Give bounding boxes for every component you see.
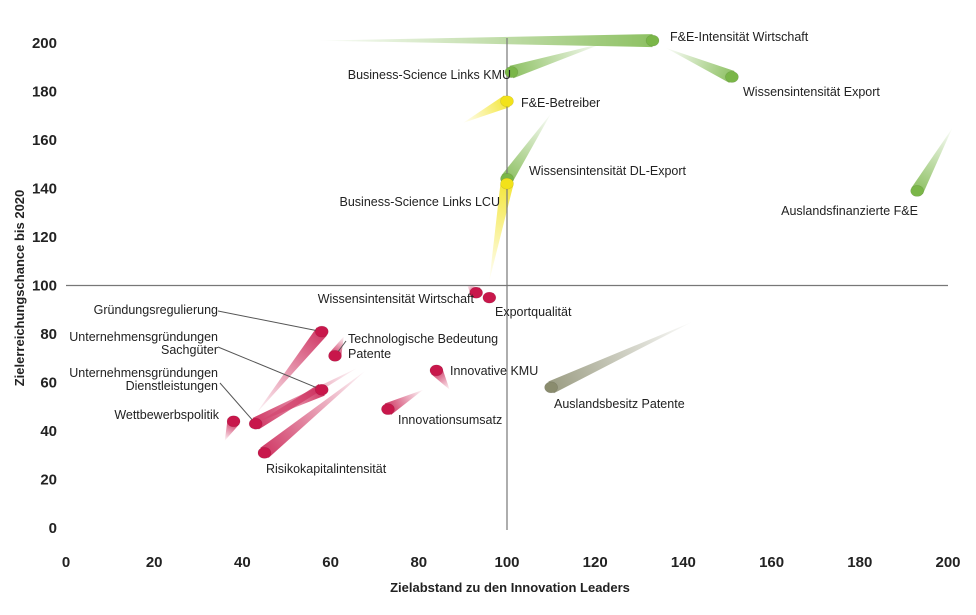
point-unternehmensgrundungen-dienstleistungen <box>248 417 263 430</box>
y-tick-label: 160 <box>32 132 57 149</box>
point-label-unternehmensgruendungen-sg: Unternehmensgründungen <box>69 330 218 344</box>
y-tick-label: 120 <box>32 229 57 246</box>
point-auslandsfinanzierte-f-e <box>910 185 924 197</box>
x-tick-label: 20 <box>146 554 163 571</box>
y-tick-label: 80 <box>40 326 57 343</box>
point-label-auslandsfinanzierte-fe: Auslandsfinanzierte F&E <box>781 204 918 218</box>
point-label-innovative-kmu: Innovative KMU <box>450 364 538 378</box>
label-connector <box>219 382 257 425</box>
trail-wissensintensitat-export <box>665 47 735 83</box>
point-label-fe-intensitaet-wirtschaft: F&E-Intensität Wirtschaft <box>670 30 809 44</box>
x-tick-label: 100 <box>494 554 519 571</box>
x-tick-label: 60 <box>322 554 339 571</box>
points-layer <box>226 34 924 459</box>
x-tick-label: 0 <box>62 554 70 571</box>
point-label-wettbewerbspolitik: Wettbewerbspolitik <box>114 408 219 422</box>
point-label-gruendungsregulierung: Gründungsregulierung <box>94 303 218 317</box>
point-innovative-kmu <box>429 364 444 377</box>
y-axis-title: Zielerreichungschance bis 2020 <box>12 190 27 387</box>
y-tick-label: 200 <box>32 35 57 52</box>
x-tick-label: 160 <box>759 554 784 571</box>
point-label-patente: Patente <box>348 347 391 361</box>
point-label-fe-betreiber: F&E-Betreiber <box>521 96 600 110</box>
y-tick-label: 140 <box>32 181 57 198</box>
point-business-science-links-lcu <box>500 177 514 190</box>
trail-f-e-betreiber <box>462 95 510 124</box>
x-tick-label: 200 <box>935 554 960 571</box>
axes-layer <box>66 38 948 530</box>
point-risikokapitalintensitat <box>257 447 272 459</box>
point-wissensintensitat-export <box>725 71 739 83</box>
trail-unternehmensgrundungen-dienstleistungen <box>252 367 358 430</box>
point-grundungsregulierung <box>314 325 329 338</box>
point-label-auslandsbesitz-patente: Auslandsbesitz Patente <box>554 397 685 411</box>
x-tick-label: 140 <box>671 554 696 571</box>
ticks-layer: 0 20 40 60 80 100 120 140 160 180 200 0 20 40 60 80 100 1… <box>32 35 961 571</box>
point-unternehmensgrundungen-sachguter <box>314 383 329 396</box>
point-exportqualitat <box>482 291 497 304</box>
x-tick-label: 80 <box>410 554 427 571</box>
trail-auslandsbesitz-patente <box>548 321 693 394</box>
point-label-risikokapitalintensitaet: Risikokapitalintensität <box>266 462 387 476</box>
trail-risikokapitalintensitat <box>260 370 366 458</box>
trail-grundungsregulierung <box>255 327 327 415</box>
x-tick-label: 120 <box>583 554 608 571</box>
point-label-business-science-links-lcu: Business-Science Links LCU <box>340 195 501 209</box>
label-connector <box>217 346 322 391</box>
point-auslandsbesitz-patente <box>544 381 558 394</box>
x-tick-label: 180 <box>847 554 872 571</box>
y-tick-label: 180 <box>32 84 57 101</box>
point-wettbewerbspolitik <box>226 415 241 428</box>
point-technologische-bedeutung-patente <box>328 350 342 362</box>
point-label-wissensintensitaet-dl-export: Wissensintensität DL-Export <box>529 164 687 178</box>
point-label-wissensintensitaet-export: Wissensintensität Export <box>743 85 880 99</box>
point-label-exportqualitaet: Exportqualität <box>495 305 572 319</box>
point-label-sachgueter: Sachgüter <box>161 343 218 357</box>
point-label-innovationsumsatz: Innovationsumsatz <box>398 413 502 427</box>
point-label-technologische-bedeutung: Technologische Bedeutung <box>348 332 498 346</box>
x-axis-title: Zielabstand zu den Innovation Leaders <box>390 580 630 595</box>
point-label-dienstleistungen: Dienstleistungen <box>126 379 218 393</box>
y-tick-label: 100 <box>32 278 57 295</box>
point-label-wissensintensitaet-wirtschaft: Wissensintensität Wirtschaft <box>318 292 475 306</box>
trail-f-e-intensitat-wirtschaft <box>317 34 653 48</box>
point-wissensintensitat-wirtschaft <box>469 286 483 299</box>
trail-wissensintensitat-dl-export <box>501 113 552 183</box>
y-tick-label: 20 <box>40 472 57 489</box>
y-tick-label: 60 <box>40 375 57 392</box>
y-tick-label: 0 <box>49 520 57 537</box>
trail-auslandsfinanzierte-f-e <box>911 127 953 195</box>
point-f-e-betreiber <box>500 95 514 107</box>
trail-business-science-links-kmu <box>509 43 605 79</box>
label-connector <box>217 310 322 333</box>
point-f-e-intensitat-wirtschaft <box>645 34 660 47</box>
y-tick-label: 40 <box>40 423 57 440</box>
trail-innovationsumsatz <box>384 389 424 415</box>
point-label-business-science-links-kmu: Business-Science Links KMU <box>348 68 511 82</box>
point-label-unternehmensgruendungen-dl: Unternehmensgründungen <box>69 366 218 380</box>
point-innovationsumsatz <box>381 403 395 415</box>
point-business-science-links-kmu <box>504 66 519 78</box>
x-tick-label: 40 <box>234 554 251 571</box>
